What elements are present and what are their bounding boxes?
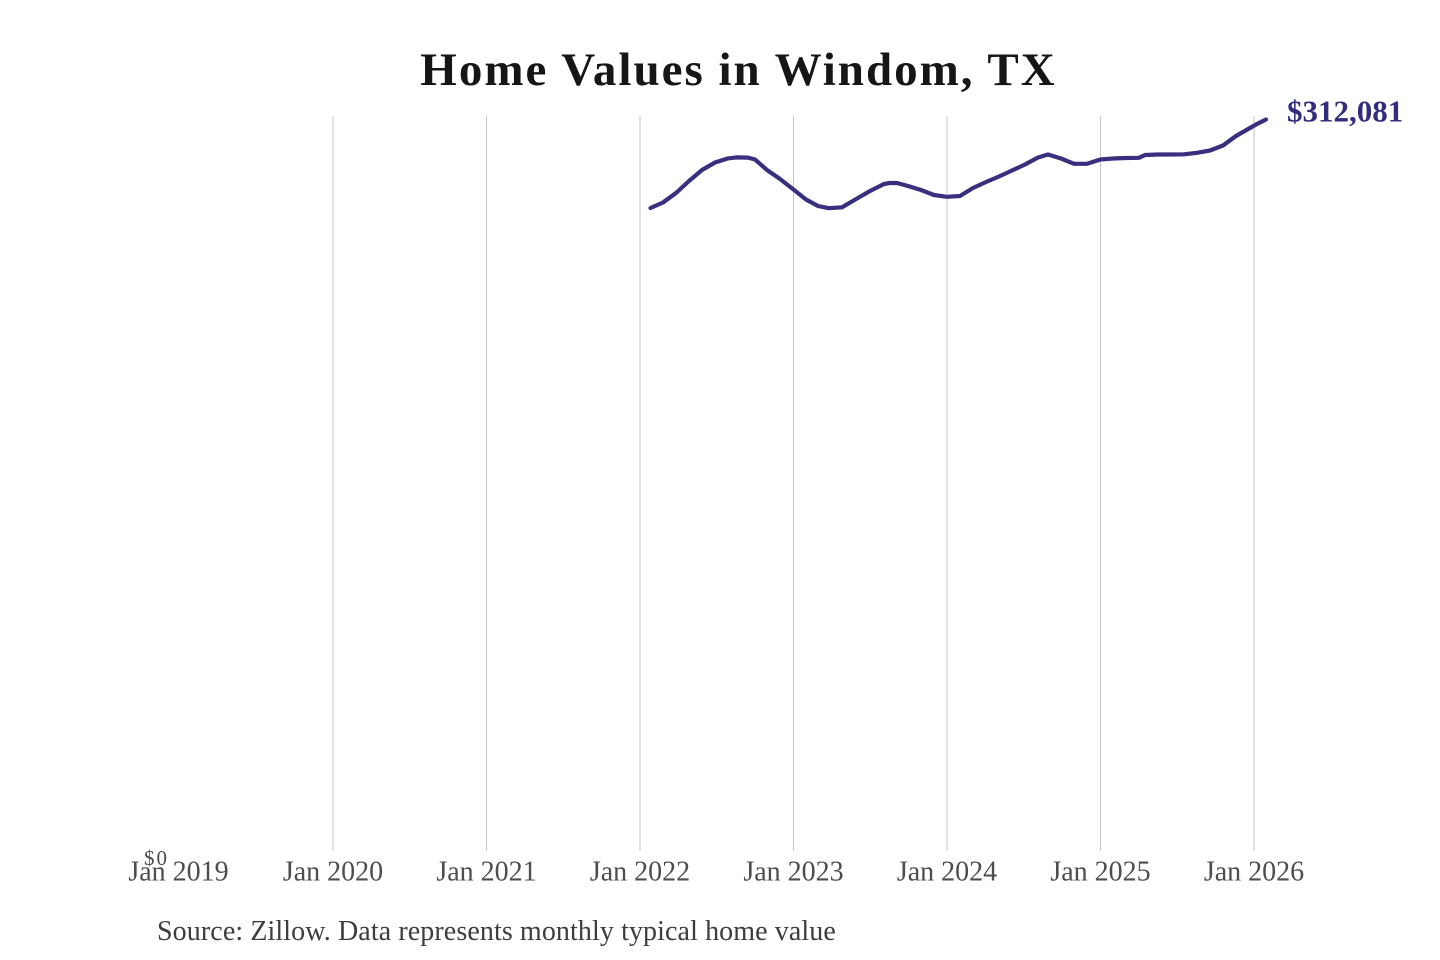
svg-text:Jan 2022: Jan 2022 [590, 857, 690, 888]
svg-text:Jan 2023: Jan 2023 [743, 857, 843, 888]
svg-text:Home Values in Windom, TX: Home Values in Windom, TX [420, 44, 1056, 96]
svg-text:$312,081: $312,081 [1287, 94, 1403, 129]
svg-text:Jan 2021: Jan 2021 [436, 857, 536, 888]
svg-text:Source: Zillow. Data represent: Source: Zillow. Data represents monthly … [157, 916, 836, 947]
svg-text:Jan 2020: Jan 2020 [283, 857, 383, 888]
svg-text:Jan 2026: Jan 2026 [1204, 857, 1304, 888]
svg-text:Jan 2025: Jan 2025 [1050, 857, 1150, 888]
svg-text:Jan 2024: Jan 2024 [897, 857, 997, 888]
svg-text:Jan 2019: Jan 2019 [128, 857, 228, 888]
svg-text:$0: $0 [144, 846, 169, 870]
